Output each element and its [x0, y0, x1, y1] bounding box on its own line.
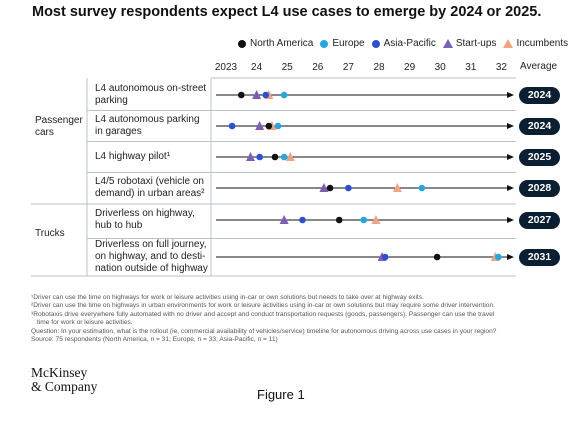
x-tick-label: 29 — [404, 62, 416, 73]
group-label-line: cars — [35, 127, 54, 138]
average-pill: 2028 — [519, 179, 560, 197]
chart-plot: 2023 24 25 26 27 28 29 30 31 32 — [31, 62, 516, 277]
data-point-north-america — [265, 122, 273, 130]
data-point-start-ups — [252, 90, 262, 99]
average-pill: 2027 — [519, 211, 560, 229]
data-point-north-america — [238, 91, 245, 99]
average-pill: 2025 — [519, 148, 560, 166]
x-tick-label: 25 — [282, 62, 294, 73]
data-point-asia-pacific — [345, 184, 352, 192]
row-label-line: demand) in urban areas² — [95, 188, 205, 199]
data-point-asia-pacific — [381, 253, 389, 261]
average-pill: 2031 — [519, 248, 560, 266]
data-point-north-america — [335, 216, 343, 224]
footnote-line: ¹Driver can use the time on highways for… — [31, 294, 424, 301]
data-point-asia-pacific — [228, 122, 236, 130]
data-point-incumbents — [371, 215, 381, 224]
group-label: Trucks — [35, 228, 65, 240]
data-point-start-ups — [279, 215, 289, 224]
data-point-start-ups — [255, 121, 265, 130]
legend: North America Europe Asia-Pacific Start-ups… — [238, 38, 568, 49]
average-column-header: Average — [520, 61, 558, 72]
data-point-europe — [360, 216, 368, 224]
data-point-incumbents — [392, 183, 402, 192]
data-point-north-america — [433, 253, 441, 261]
row-label: L4 highway pilot¹ — [95, 151, 215, 163]
data-point-europe — [418, 184, 426, 192]
legend-triangle-icon — [503, 39, 514, 48]
legend-item: Asia-Pacific — [371, 38, 436, 49]
legend-dot-icon — [238, 39, 246, 48]
footnote-line: time for work or leisure activities. — [37, 319, 133, 327]
row-label-line: L4 highway pilot¹ — [95, 151, 171, 162]
data-point-north-america — [271, 153, 279, 161]
mckinsey-logo: McKinsey & Company — [31, 366, 97, 394]
footnote-line: ³Robotaxis drive everywhere fully automa… — [31, 310, 495, 318]
x-tick-label: 31 — [465, 62, 477, 73]
x-tick-label: 28 — [373, 62, 385, 73]
row-label-line: on highway, and to desti- — [95, 251, 206, 262]
group-label-line: Passenger — [35, 115, 83, 126]
legend-label: Start-ups — [455, 38, 497, 49]
x-tick-label: 2023 — [215, 62, 238, 73]
row-label-line: in garages — [95, 126, 142, 137]
x-tick-label: 27 — [343, 62, 355, 73]
row-label-line: L4 autonomous on-street — [95, 83, 207, 94]
legend-label: Incumbents — [516, 38, 569, 49]
data-point-start-ups — [319, 183, 329, 192]
row-label-line: hub to hub — [95, 220, 143, 231]
group-label-line: Trucks — [35, 228, 65, 239]
row-label: Driverless on highway, hub to hub — [95, 208, 215, 232]
legend-triangle-icon — [442, 39, 453, 48]
row-label: L4 autonomous on-street parking — [95, 83, 215, 107]
footnotes: ¹Driver can use the time on highways for… — [31, 294, 571, 344]
footnote-line: ²Driver can use the time on highways in … — [31, 302, 495, 310]
data-point-asia-pacific — [256, 153, 263, 161]
data-point-europe — [495, 253, 502, 261]
data-point-europe — [274, 122, 282, 130]
legend-item: Europe — [320, 38, 365, 49]
data-point-incumbents — [285, 152, 295, 161]
footnote-line: Question: In your estimation, what is th… — [31, 327, 497, 335]
x-tick-label: 30 — [435, 62, 447, 73]
data-point-asia-pacific — [299, 216, 306, 224]
data-point-asia-pacific — [262, 91, 270, 99]
legend-item: Incumbents — [503, 38, 568, 49]
row-label-line: L4 autonomous parking — [95, 114, 200, 125]
x-tick-label: 32 — [496, 62, 508, 73]
footnote-line: Source: 75 respondents (North America, n… — [31, 336, 278, 344]
x-tick-label: 26 — [312, 62, 324, 73]
average-pill: 2024 — [519, 117, 560, 135]
row-label-line: Driverless on highway, — [95, 208, 195, 219]
data-point-start-ups — [245, 152, 255, 161]
figure-caption: Figure 1 — [257, 387, 305, 402]
data-point-north-america — [326, 184, 334, 192]
logo-line: McKinsey — [31, 365, 88, 380]
row-label-line: L4/5 robotaxi (vehicle on — [95, 176, 204, 187]
row-label: L4/5 robotaxi (vehicle on demand) in urba… — [95, 176, 215, 200]
legend-dot-icon — [371, 39, 380, 48]
row-label: Driverless on full journey, on highway, a… — [95, 239, 215, 275]
legend-dot-icon — [320, 39, 329, 48]
legend-item: Start-ups — [442, 38, 497, 49]
data-point-europe — [280, 153, 288, 161]
average-pill: 2024 — [519, 86, 560, 104]
legend-item: North America — [238, 38, 313, 49]
row-label-line: nation outside of highway — [95, 263, 208, 274]
row-label-line: Driverless on full journey, — [95, 239, 207, 250]
legend-label: Europe — [332, 38, 365, 49]
legend-label: North America — [250, 38, 314, 49]
legend-label: Asia-Pacific — [383, 38, 436, 49]
data-point-europe — [280, 91, 288, 99]
logo-line: & Company — [31, 379, 98, 394]
row-label-line: parking — [95, 95, 128, 106]
row-label: L4 autonomous parking in garages — [95, 114, 215, 138]
chart-title: Most survey respondents expect L4 use ca… — [32, 4, 542, 20]
x-tick-label: 24 — [251, 62, 263, 73]
group-label: Passenger cars — [35, 115, 83, 139]
